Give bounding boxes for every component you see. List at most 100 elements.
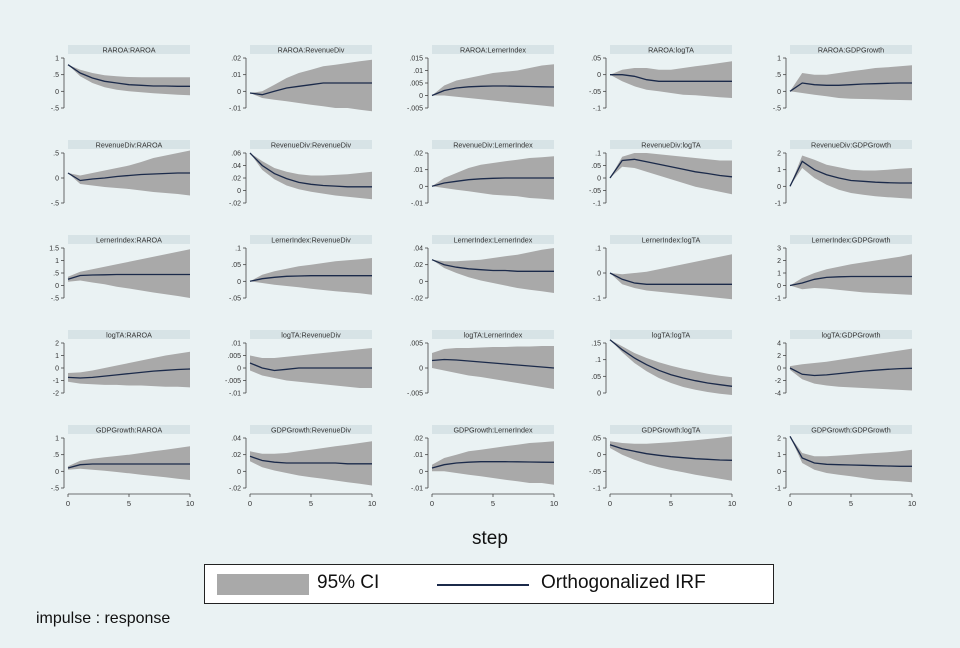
panel-title-strip <box>610 235 732 244</box>
panel-title: RevenueDiv:GDPGrowth <box>811 141 891 150</box>
y-tick-label: 1.5 <box>49 246 59 253</box>
y-tick-label: 0 <box>55 283 59 290</box>
y-tick-label: -.005 <box>225 378 241 385</box>
ci-band <box>790 65 912 101</box>
irf-line <box>789 82 912 92</box>
irf-line <box>789 160 912 187</box>
y-tick-label: -.5 <box>773 106 781 113</box>
ci-band <box>68 446 190 480</box>
panel-title-strip <box>432 330 554 339</box>
panel-title: RevenueDiv:RevenueDiv <box>271 141 352 150</box>
panel-title-strip <box>432 45 554 54</box>
y-tick-label: -.01 <box>411 486 423 493</box>
y-tick-label: 1 <box>55 353 59 360</box>
panel-title: GDPGrowth:GDPGrowth <box>811 426 890 435</box>
ci-band <box>610 339 732 395</box>
y-tick-label: 0 <box>597 271 601 278</box>
panel-title: LernerIndex:GDPGrowth <box>811 236 890 245</box>
panel-title-strip <box>790 140 912 149</box>
y-tick-label: 0 <box>419 469 423 476</box>
legend: 95% CI Orthogonalized IRF <box>204 564 774 604</box>
irf-line <box>67 64 190 87</box>
y-tick-label: -.02 <box>411 296 423 303</box>
y-tick-label: 0 <box>237 366 241 373</box>
x-tick-label: 0 <box>66 499 70 508</box>
y-tick-label: 2 <box>777 258 781 265</box>
irf-line <box>789 367 913 377</box>
y-tick-label: 0 <box>597 72 601 79</box>
y-tick-label: .02 <box>413 262 423 269</box>
panel-title-strip <box>790 45 912 54</box>
ci-band <box>68 150 190 196</box>
y-tick-label: .005 <box>409 81 423 88</box>
y-tick-label: 1 <box>777 452 781 459</box>
x-tick-label: 0 <box>608 499 612 508</box>
panel-title-strip <box>610 425 732 434</box>
impulse-response-note: impulse : response <box>36 610 171 627</box>
panel-title: GDPGrowth:RevenueDiv <box>271 426 351 435</box>
irf-line <box>67 172 190 182</box>
y-tick-label: -.02 <box>229 486 241 493</box>
y-tick-label: 0 <box>777 89 781 96</box>
y-tick-label: .05 <box>591 374 601 381</box>
panel-title-strip <box>610 45 732 54</box>
y-tick-label: 0 <box>419 93 423 100</box>
x-tick-label: 5 <box>491 499 495 508</box>
y-tick-label: -1 <box>775 201 781 208</box>
ci-band <box>790 155 912 199</box>
ci-band <box>68 249 190 298</box>
ci-band <box>790 436 912 483</box>
panel-title-strip <box>68 140 190 149</box>
y-tick-label: -.005 <box>407 391 423 398</box>
irf-line <box>431 177 554 187</box>
irf-line <box>609 158 733 179</box>
x-tick-label: 10 <box>728 499 736 508</box>
y-tick-label: -.1 <box>593 106 601 113</box>
panel-title-strip <box>250 330 372 339</box>
x-tick-label: 10 <box>908 499 916 508</box>
panel-title-strip <box>432 425 554 434</box>
y-tick-label: .5 <box>53 72 59 79</box>
legend-irf-line <box>437 584 529 586</box>
panel-title: logTA:GDPGrowth <box>822 331 881 340</box>
y-tick-label: 0 <box>597 391 601 398</box>
x-tick-label: 10 <box>550 499 558 508</box>
y-tick-label: .005 <box>409 341 423 348</box>
ci-band <box>432 346 554 389</box>
y-tick-label: 1 <box>55 258 59 265</box>
legend-irf-label: Orthogonalized IRF <box>541 572 706 593</box>
panel-title: RAROA:GDPGrowth <box>818 46 884 55</box>
x-tick-label: 5 <box>309 499 313 508</box>
legend-ci-label: 95% CI <box>317 572 380 593</box>
ci-band <box>790 254 912 295</box>
y-tick-label: .01 <box>413 452 423 459</box>
irf-line <box>789 435 912 467</box>
y-tick-label: 0 <box>777 184 781 191</box>
y-tick-label: .1 <box>235 246 241 253</box>
panel-title-strip <box>790 425 912 434</box>
y-tick-label: .06 <box>231 151 241 158</box>
y-tick-label: 0 <box>777 469 781 476</box>
panel-title: RevenueDiv:logTA <box>641 141 701 150</box>
y-tick-label: 2 <box>777 353 781 360</box>
x-tick-label: 0 <box>248 499 252 508</box>
irf-line <box>431 85 555 97</box>
x-axis-label: step <box>472 528 508 549</box>
panel-title-strip <box>610 140 732 149</box>
x-tick-label: 10 <box>368 499 376 508</box>
irf-line <box>609 272 732 285</box>
irf-line <box>431 259 554 272</box>
x-tick-label: 5 <box>127 499 131 508</box>
y-tick-label: 1 <box>777 271 781 278</box>
panel-title: GDPGrowth:logTA <box>642 426 701 435</box>
irf-line <box>431 358 555 369</box>
y-tick-label: .05 <box>591 436 601 443</box>
y-tick-label: .02 <box>231 176 241 183</box>
y-tick-label: -.1 <box>593 201 601 208</box>
y-tick-label: 0 <box>777 283 781 290</box>
panel-title-strip <box>68 330 190 339</box>
y-tick-label: .01 <box>413 167 423 174</box>
y-tick-label: -.5 <box>51 106 59 113</box>
y-tick-label: .5 <box>53 452 59 459</box>
y-tick-label: .01 <box>231 341 241 348</box>
